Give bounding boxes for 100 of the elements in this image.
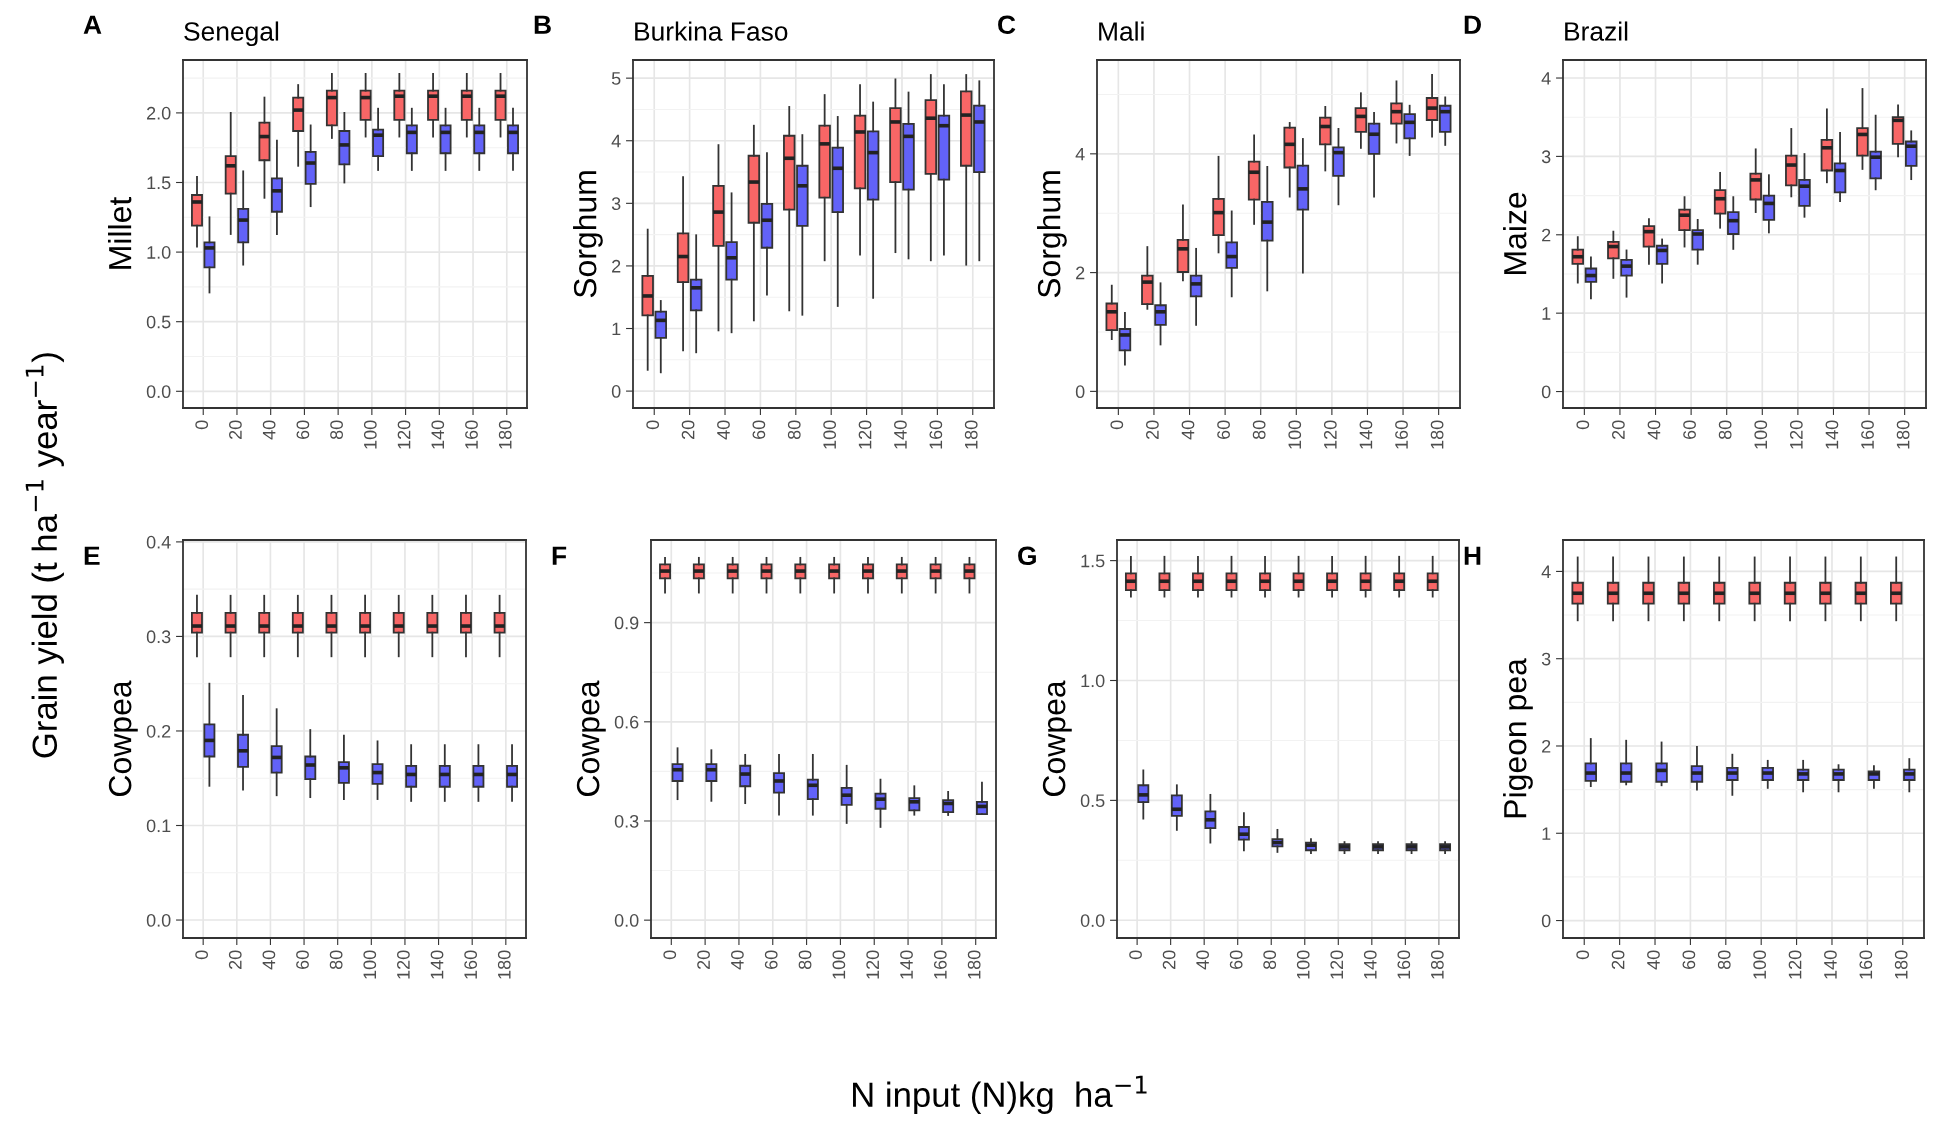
x-tick-label: 40 bbox=[1181, 420, 1195, 440]
x-tick-label: 160 bbox=[1397, 950, 1411, 979]
y-tick-label: 0 bbox=[611, 385, 621, 398]
x-tick-label: 80 bbox=[329, 950, 343, 970]
x-tick-label: 20 bbox=[228, 950, 242, 969]
y-tick-label: 0.0 bbox=[146, 385, 171, 399]
y-tick-label: 0.1 bbox=[146, 819, 171, 833]
x-tick-label: 140 bbox=[431, 420, 445, 449]
x-tick-label: 100 bbox=[823, 420, 837, 449]
x-tick-label: 140 bbox=[430, 950, 444, 979]
y-axis-title: Maize bbox=[1503, 192, 1527, 274]
y-tick-label: 4 bbox=[611, 134, 621, 148]
text: B bbox=[534, 15, 551, 34]
y-tick-label: 2.0 bbox=[147, 106, 171, 120]
y-tick-label: 0.2 bbox=[146, 724, 171, 738]
text: D bbox=[1464, 15, 1481, 34]
y-tick-label: 0 bbox=[1541, 385, 1551, 399]
x-tick-label: 0 bbox=[1110, 420, 1124, 430]
x-tick-label: 120 bbox=[1789, 420, 1803, 449]
y-tick-label: 0.6 bbox=[614, 715, 639, 729]
y-tick-label: 4 bbox=[1541, 72, 1551, 85]
y-axis-title: Sorghum bbox=[1037, 171, 1067, 298]
y-axis-title: Cowpea bbox=[576, 680, 606, 796]
y-tick-label: 0.3 bbox=[614, 814, 639, 828]
y-tick-label: 0.0 bbox=[146, 913, 171, 927]
text: E bbox=[84, 546, 100, 565]
x-tick-label: 120 bbox=[1330, 950, 1344, 979]
y-tick-label: 0.4 bbox=[146, 535, 171, 549]
x-tick-label: 40 bbox=[1647, 950, 1660, 970]
text: A bbox=[83, 15, 102, 34]
chart-title: Mali bbox=[1099, 21, 1144, 41]
x-tick-label: 160 bbox=[464, 950, 478, 979]
x-tick-label: 40 bbox=[731, 950, 744, 970]
y-axis-title: Cowpea bbox=[108, 680, 138, 796]
x-tick-label: 140 bbox=[1359, 420, 1373, 449]
x-tick-label: 20 bbox=[1162, 950, 1176, 969]
chart-title: Burkina Faso bbox=[635, 21, 788, 41]
x-tick-label: 80 bbox=[787, 420, 801, 440]
y-tick-label: 3 bbox=[1541, 150, 1551, 164]
y-axis-title: Pigeon pea bbox=[1503, 658, 1533, 818]
y-tick-label: 4 bbox=[1075, 147, 1085, 161]
y-tick-label: 4 bbox=[1541, 565, 1551, 578]
x-tick-label: 180 bbox=[1430, 950, 1444, 979]
x-tick-label: 80 bbox=[1252, 420, 1266, 440]
x-tick-label: 20 bbox=[1146, 420, 1159, 439]
x-tick-label: 20 bbox=[681, 420, 695, 439]
x-tick-label: 120 bbox=[866, 950, 880, 979]
y-tick-label: 3 bbox=[611, 197, 621, 211]
y-tick-label: 3 bbox=[1541, 652, 1551, 666]
y-tick-label: 1 bbox=[1542, 827, 1551, 840]
y-tick-label: 2 bbox=[1542, 739, 1551, 753]
text: G bbox=[1018, 546, 1036, 566]
x-tick-label: 140 bbox=[1825, 420, 1839, 449]
x-tick-label: 40 bbox=[717, 420, 730, 440]
x-tick-label: 120 bbox=[1788, 950, 1802, 979]
x-tick-label: 40 bbox=[262, 420, 276, 440]
text: F bbox=[552, 546, 567, 565]
y-tick-label: 1.0 bbox=[1081, 674, 1105, 688]
x-tick-label: 80 bbox=[330, 420, 343, 440]
y-axis-title: Sorghum bbox=[573, 171, 603, 298]
x-tick-label: 120 bbox=[858, 420, 872, 449]
x-tick-label: 60 bbox=[1682, 950, 1696, 969]
x-tick-label: 100 bbox=[832, 950, 846, 979]
y-tick-label: 0.5 bbox=[1080, 794, 1105, 808]
chart-title: Senegal bbox=[184, 21, 279, 47]
x-tick-label: 60 bbox=[296, 950, 309, 969]
x-tick-label: 0 bbox=[195, 420, 209, 430]
x-tick-label: 100 bbox=[1754, 420, 1768, 449]
y-tick-label: 0.5 bbox=[146, 315, 171, 329]
y-tick-label: 2 bbox=[1076, 266, 1085, 280]
x-tick-label: 180 bbox=[497, 950, 511, 979]
x-tick-label: 80 bbox=[1717, 950, 1731, 970]
x-tick-label: 160 bbox=[1859, 950, 1873, 979]
x-tick-label: 100 bbox=[1296, 950, 1310, 979]
x-tick-label: 100 bbox=[1288, 420, 1302, 449]
x-tick-label: 100 bbox=[363, 950, 377, 979]
x-tick-label: 180 bbox=[1896, 420, 1910, 449]
x-tick-label: 100 bbox=[1753, 950, 1767, 979]
y-tick-label: 0 bbox=[1541, 914, 1551, 928]
x-tick-label: 140 bbox=[900, 950, 913, 979]
y-tick-label: 1.5 bbox=[1081, 554, 1105, 568]
y-tick-label: 0.0 bbox=[1080, 914, 1105, 927]
x-tick-label: 80 bbox=[1718, 420, 1732, 440]
y-tick-label: 1 bbox=[1542, 307, 1551, 320]
text: H bbox=[1464, 546, 1481, 565]
x-tick-label: 140 bbox=[1363, 950, 1377, 979]
x-tick-label: 60 bbox=[752, 420, 766, 439]
x-tick-label: 0 bbox=[663, 950, 677, 960]
text: Grain yield (t ha$^{−1}$ year$^{−1}$) bbox=[25, 353, 64, 758]
x-tick-label: 40 bbox=[1647, 420, 1661, 440]
x-tick-label: 0 bbox=[1129, 950, 1142, 960]
x-tick-label: 20 bbox=[229, 420, 242, 439]
x-tick-label: 160 bbox=[1861, 420, 1874, 449]
y-tick-label: 1.0 bbox=[147, 246, 171, 259]
x-tick-label: 60 bbox=[296, 420, 310, 439]
x-tick-label: 120 bbox=[1323, 420, 1337, 449]
x-tick-label: 0 bbox=[195, 950, 209, 960]
text: N input (N)kg ha$^{−1}$ bbox=[853, 1075, 1147, 1114]
x-tick-label: 180 bbox=[498, 420, 512, 449]
x-tick-label: 60 bbox=[1229, 950, 1243, 969]
